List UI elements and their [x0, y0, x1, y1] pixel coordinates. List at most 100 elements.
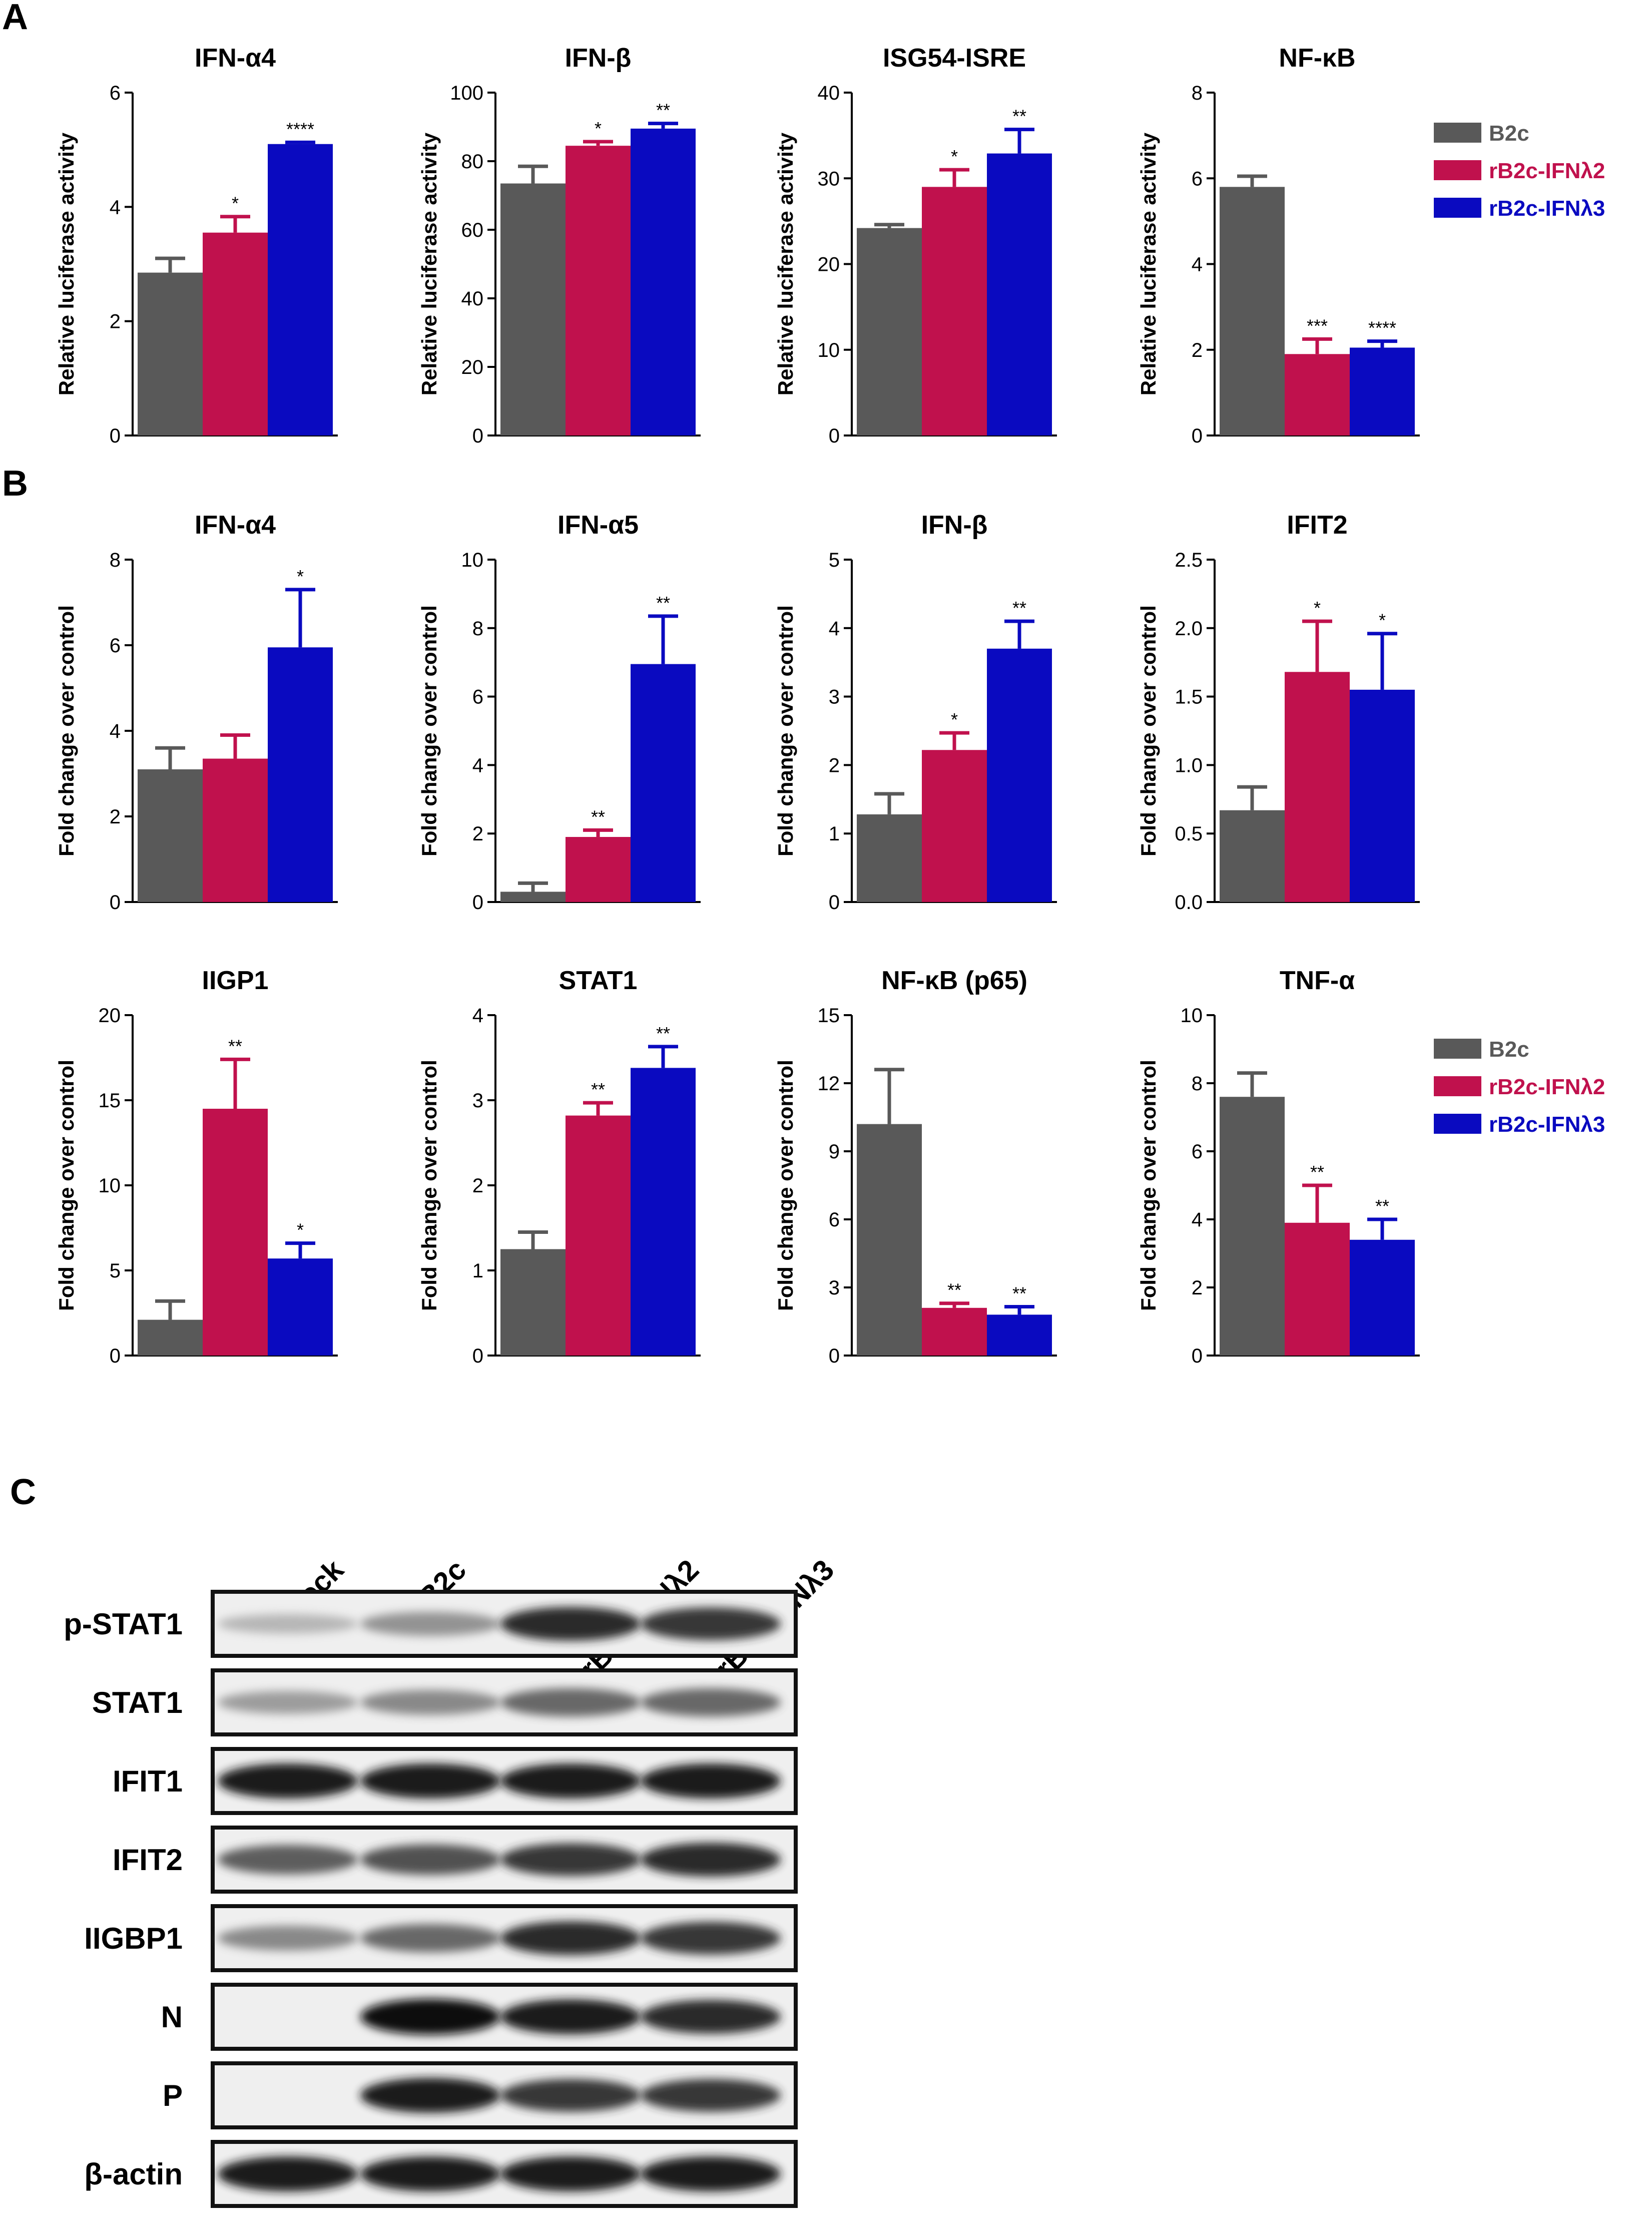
protein-label: P [163, 2079, 183, 2112]
y-tick-label: 6 [472, 686, 483, 708]
significance-label: * [951, 146, 958, 167]
panel-label-b: B [2, 464, 28, 504]
bar-rb2c-ifn-3 [268, 1258, 333, 1356]
bar-rb2c-ifn-2 [922, 187, 987, 435]
bar-b2c [138, 769, 203, 902]
y-tick-label: 0 [1192, 425, 1203, 447]
y-tick-label: 20 [818, 254, 840, 276]
y-tick-label: 5 [829, 549, 840, 571]
y-axis-label: Relative luciferase activity [1137, 132, 1160, 395]
y-tick-label: 0.5 [1175, 823, 1203, 845]
bar-rb2c-ifn-2 [1285, 354, 1350, 435]
significance-label: ** [1375, 1196, 1389, 1216]
bar-rb2c-ifn-2 [203, 1109, 268, 1356]
bar-b2c [500, 183, 566, 435]
band-rb2c-ifn-3 [641, 2000, 781, 2034]
y-tick-label: 4 [472, 754, 483, 776]
bar-rb2c-ifn-2 [1285, 672, 1350, 902]
band-mock [218, 2156, 358, 2191]
y-tick-label: 5 [110, 1260, 121, 1282]
legend-label-rb2c-ifn-3: rB2c-IFNλ3 [1489, 1112, 1605, 1137]
bar-rb2c-ifn-2 [566, 1115, 631, 1356]
band-rb2c-ifn-2 [500, 1999, 641, 2034]
band-rb2c-ifn-3 [641, 1922, 781, 1955]
y-tick-label: 6 [1192, 168, 1203, 190]
bar-rb2c-ifn-2 [203, 758, 268, 902]
significance-label: ** [1012, 598, 1026, 618]
y-tick-label: 4 [110, 720, 121, 742]
chart-title: IFN-α5 [558, 511, 639, 540]
y-axis-label: Relative luciferase activity [417, 132, 441, 395]
protein-label: IIGBP1 [84, 1922, 183, 1955]
significance-label: ** [1310, 1162, 1324, 1182]
legend-label-rb2c-ifn-2: rB2c-IFNλ2 [1489, 1075, 1605, 1099]
legends-layer: B2c rB2c-IFNλ2 rB2c-IFNλ3 B2c rB2c-IFNλ2 rB2c… [1434, 121, 1605, 1137]
significance-label: ** [1012, 106, 1026, 127]
legend-swatch-rb2c-ifn-2 [1434, 1076, 1481, 1096]
significance-label: ** [591, 1079, 605, 1100]
bar-rb2c-ifn-3 [631, 128, 696, 435]
band-rb2c-ifn-3 [641, 1688, 781, 1717]
bar-b2c [857, 1124, 922, 1356]
chart-title: NF-κB [1279, 44, 1355, 73]
band-rb2c-ifn-3 [641, 2156, 781, 2191]
protein-label: STAT1 [92, 1686, 183, 1719]
significance-label: ** [656, 100, 670, 121]
legend-swatch-rb2c-ifn-3 [1434, 1114, 1481, 1134]
bar-rb2c-ifn-3 [631, 1068, 696, 1356]
significance-label: * [297, 566, 304, 587]
bar-b2c [138, 272, 203, 435]
significance-label: ** [656, 593, 670, 613]
y-tick-label: 0.0 [1175, 891, 1203, 914]
significance-label: ** [656, 1023, 670, 1044]
bar-rb2c-ifn-3 [1350, 689, 1415, 902]
y-tick-label: 6 [1192, 1141, 1203, 1163]
band-mock [218, 1763, 358, 1799]
y-tick-label: 6 [110, 635, 121, 657]
y-axis-label: Relative luciferase activity [55, 132, 78, 395]
band-rb2c-ifn-2 [500, 1688, 641, 1717]
chart-title: ISG54-ISRE [883, 44, 1026, 73]
y-tick-label: 12 [818, 1073, 840, 1095]
band-rb2c-ifn-2 [500, 1763, 641, 1799]
bar-rb2c-ifn-3 [631, 664, 696, 902]
chart-title: NF-κB (p65) [881, 966, 1027, 995]
y-tick-label: 100 [450, 82, 483, 104]
legend-label-b2c: B2c [1489, 121, 1529, 146]
y-tick-label: 2 [472, 823, 483, 845]
significance-label: * [232, 193, 239, 214]
y-tick-label: 0 [110, 891, 121, 914]
y-tick-label: 2 [1192, 339, 1203, 361]
protein-label: IFIT1 [113, 1764, 183, 1798]
bar-rb2c-ifn-3 [987, 153, 1052, 435]
y-tick-label: 15 [99, 1090, 121, 1112]
y-tick-label: 3 [829, 1277, 840, 1299]
y-tick-label: 1 [829, 823, 840, 845]
bar-b2c [1220, 187, 1285, 435]
y-tick-label: 10 [1181, 1005, 1203, 1027]
y-tick-label: 8 [1192, 1073, 1203, 1095]
band-b2c [360, 2078, 500, 2113]
legend-label-rb2c-ifn-2: rB2c-IFNλ2 [1489, 159, 1605, 183]
y-tick-label: 1.5 [1175, 686, 1203, 708]
y-tick-label: 60 [461, 219, 484, 241]
significance-label: *** [1307, 315, 1328, 336]
band-mock [218, 1845, 358, 1875]
y-tick-label: 4 [1192, 1209, 1203, 1231]
significance-label: * [595, 118, 602, 139]
y-tick-label: 2 [1192, 1277, 1203, 1299]
y-axis-label: Fold change over control [1137, 1060, 1160, 1311]
y-tick-label: 2 [110, 806, 121, 828]
bar-rb2c-ifn-2 [566, 146, 631, 435]
bar-rb2c-ifn-3 [1350, 1239, 1415, 1356]
band-b2c [360, 1924, 500, 1953]
legend-swatch-b2c [1434, 1039, 1481, 1059]
y-tick-label: 0 [829, 425, 840, 447]
bar-rb2c-ifn-3 [987, 1314, 1052, 1356]
y-axis-label: Fold change over control [774, 605, 797, 856]
significance-label: * [951, 709, 958, 730]
bar-rb2c-ifn-2 [1285, 1222, 1350, 1356]
y-axis-label: Fold change over control [55, 605, 78, 856]
y-axis-label: Fold change over control [1137, 605, 1160, 856]
